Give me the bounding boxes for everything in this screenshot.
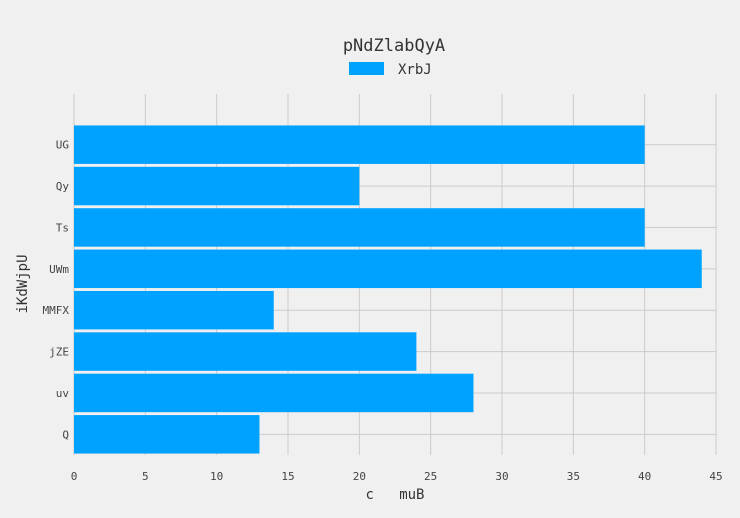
x-tick-label: 0 [71, 470, 78, 483]
bar-jze [74, 332, 417, 371]
y-axis-ticks: UG Qy Ts UWm MMFX jZE uv Q [43, 139, 70, 442]
y-tick-label: Q [62, 428, 69, 441]
bar-q [74, 415, 260, 454]
y-tick-label: uv [56, 387, 70, 400]
x-tick-label: 45 [709, 470, 722, 483]
y-axis-label: iKdWjpU [15, 254, 31, 313]
y-tick-label: MMFX [43, 304, 70, 317]
x-tick-label: 20 [353, 470, 366, 483]
legend-label-xrbj: XrbJ [398, 62, 432, 78]
legend: XrbJ [349, 62, 432, 78]
y-tick-label: UG [56, 139, 69, 152]
x-axis-ticks: 0 5 10 15 20 25 30 35 40 45 [71, 470, 723, 483]
x-tick-label: 5 [142, 470, 149, 483]
chart-title: pNdZlabQyA [343, 36, 445, 56]
y-tick-label: UWm [49, 263, 69, 276]
x-tick-label: 10 [210, 470, 223, 483]
bar-ug [74, 125, 645, 164]
bar-uv [74, 373, 474, 413]
bars [74, 125, 702, 454]
x-tick-label: 40 [638, 470, 651, 483]
y-tick-label: Ts [56, 221, 69, 234]
x-tick-label: 35 [567, 470, 580, 483]
legend-swatch-xrbj [349, 62, 384, 75]
bar-qy [74, 166, 360, 206]
x-tick-label: 30 [495, 470, 508, 483]
y-tick-label: jZE [49, 346, 69, 359]
x-tick-label: 15 [281, 470, 294, 483]
bar-uwm [74, 249, 702, 289]
bar-mmfx [74, 290, 274, 330]
y-tick-label: Qy [56, 180, 70, 193]
bar-ts [74, 208, 645, 247]
x-axis-label: c muB [365, 487, 424, 503]
x-tick-label: 25 [424, 470, 437, 483]
